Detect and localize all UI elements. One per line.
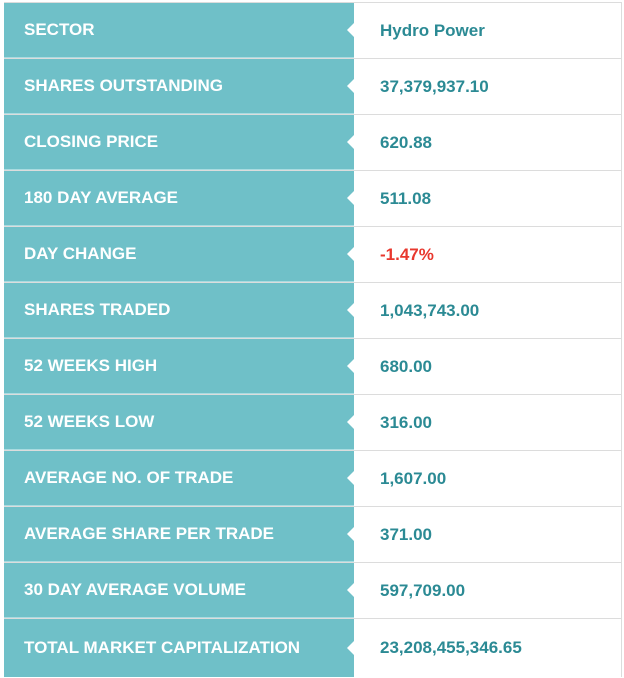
stat-value-negative: -1.47% xyxy=(354,227,621,282)
stat-value: 597,709.00 xyxy=(354,563,621,618)
stat-label: SECTOR xyxy=(4,3,355,58)
stat-label: SHARES OUTSTANDING xyxy=(4,59,355,114)
stat-label: CLOSING PRICE xyxy=(4,115,355,170)
stat-row-average-no-of-trade: AVERAGE NO. OF TRADE 1,607.00 xyxy=(4,451,622,507)
stat-label: TOTAL MARKET CAPITALIZATION xyxy=(4,619,355,677)
stat-value: 23,208,455,346.65 xyxy=(354,619,621,677)
stat-value: 511.08 xyxy=(354,171,621,226)
stat-row-total-market-capitalization: TOTAL MARKET CAPITALIZATION 23,208,455,3… xyxy=(4,619,622,677)
stat-row-shares-outstanding: SHARES OUTSTANDING 37,379,937.10 xyxy=(4,59,622,115)
stat-row-shares-traded: SHARES TRADED 1,043,743.00 xyxy=(4,283,622,339)
stat-value: 620.88 xyxy=(354,115,621,170)
stat-row-180-day-average: 180 DAY AVERAGE 511.08 xyxy=(4,171,622,227)
stat-row-average-share-per-trade: AVERAGE SHARE PER TRADE 371.00 xyxy=(4,507,622,563)
stat-label: 52 WEEKS HIGH xyxy=(4,339,355,394)
stat-label: 30 DAY AVERAGE VOLUME xyxy=(4,563,355,618)
stat-label: AVERAGE SHARE PER TRADE xyxy=(4,507,355,562)
stat-row-closing-price: CLOSING PRICE 620.88 xyxy=(4,115,622,171)
stat-row-sector: SECTOR Hydro Power xyxy=(4,3,622,59)
stat-label: 180 DAY AVERAGE xyxy=(4,171,355,226)
stat-value: Hydro Power xyxy=(354,3,621,58)
stat-row-52-weeks-low: 52 WEEKS LOW 316.00 xyxy=(4,395,622,451)
stat-label: AVERAGE NO. OF TRADE xyxy=(4,451,355,506)
stat-value: 1,607.00 xyxy=(354,451,621,506)
stock-stats-table: SECTOR Hydro Power SHARES OUTSTANDING 37… xyxy=(4,2,622,677)
stat-value: 1,043,743.00 xyxy=(354,283,621,338)
stat-value: 37,379,937.10 xyxy=(354,59,621,114)
stat-row-52-weeks-high: 52 WEEKS HIGH 680.00 xyxy=(4,339,622,395)
stat-label: 52 WEEKS LOW xyxy=(4,395,355,450)
stat-value: 680.00 xyxy=(354,339,621,394)
stat-value: 316.00 xyxy=(354,395,621,450)
stat-row-day-change: DAY CHANGE -1.47% xyxy=(4,227,622,283)
stat-row-30-day-average-volume: 30 DAY AVERAGE VOLUME 597,709.00 xyxy=(4,563,622,619)
stat-value: 371.00 xyxy=(354,507,621,562)
stat-label: SHARES TRADED xyxy=(4,283,355,338)
stat-label: DAY CHANGE xyxy=(4,227,355,282)
